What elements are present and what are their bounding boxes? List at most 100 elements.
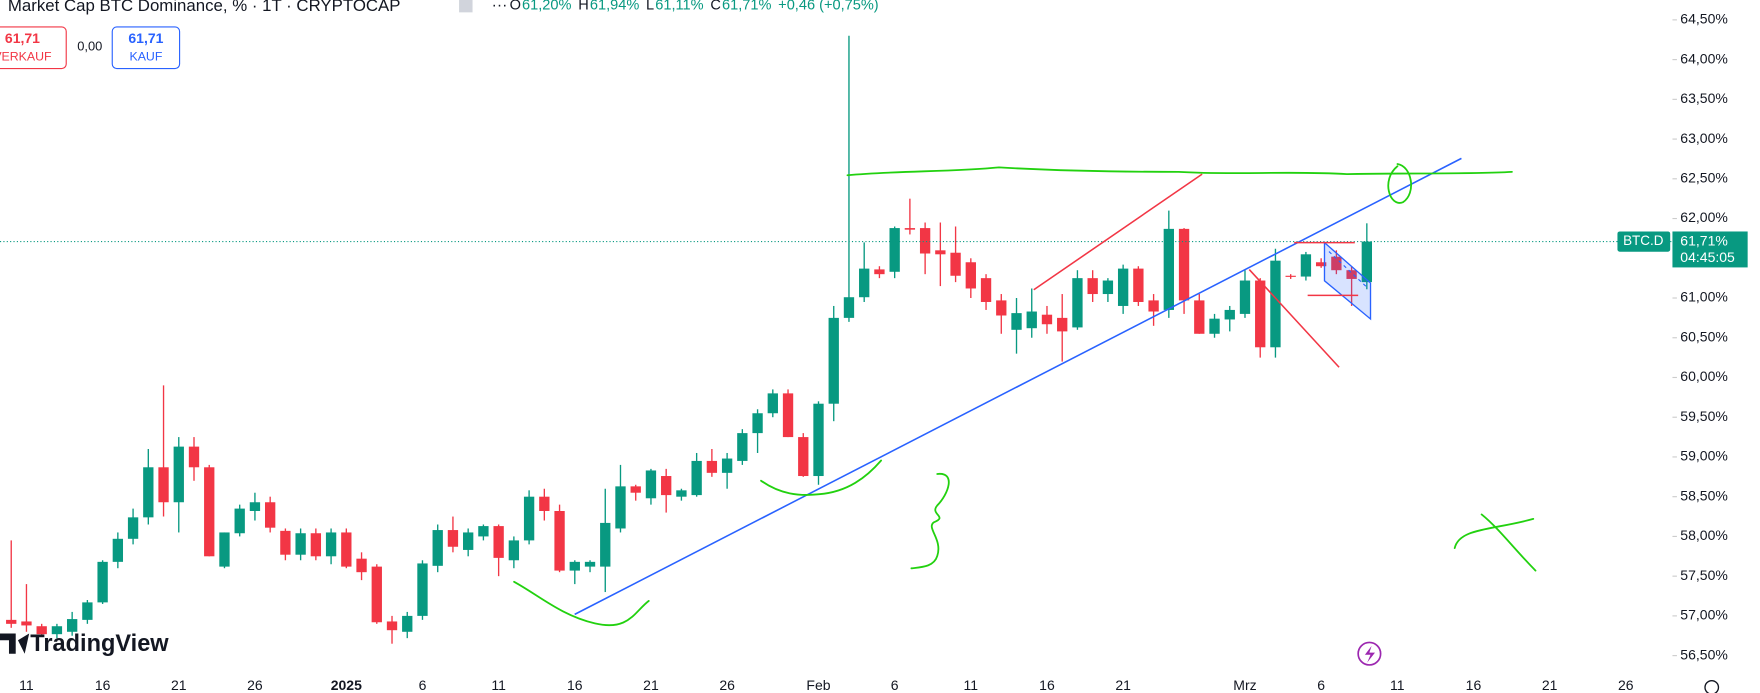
- candle-body: [828, 317, 839, 404]
- sell-label: VERKAUF: [0, 50, 52, 64]
- candle-body: [1315, 262, 1327, 267]
- y-tick-label: 64,00%: [1680, 50, 1728, 66]
- candle-body: [813, 403, 824, 477]
- ohlc-value: 61,11%: [655, 0, 703, 13]
- candle-body: [1300, 254, 1312, 277]
- candle-body: [874, 269, 885, 275]
- y-tick-label: 63,50%: [1680, 90, 1728, 106]
- candle-body: [356, 558, 367, 573]
- candle-body: [615, 486, 626, 529]
- candle-body: [1026, 311, 1037, 329]
- candle-body: [1102, 280, 1114, 295]
- candle-body: [51, 626, 63, 635]
- x-tick-label: 16: [1039, 677, 1055, 693]
- candle-body: [66, 619, 78, 632]
- x-tick-label: 16: [95, 677, 111, 693]
- candle-body: [1117, 268, 1129, 306]
- candle-body: [1255, 280, 1266, 348]
- candle-body: [1133, 268, 1144, 302]
- x-tick-label: 21: [1542, 677, 1558, 693]
- candle-body: [630, 486, 641, 493]
- candle-body: [371, 566, 382, 623]
- green-drawing: [846, 166, 1513, 177]
- event-icon[interactable]: [1357, 641, 1382, 666]
- red-line: [1033, 173, 1203, 291]
- candle-body: [1285, 275, 1296, 277]
- y-tick-label: 63,00%: [1680, 130, 1728, 146]
- candle-body: [6, 619, 17, 624]
- symbol-name: BTC.D: [1623, 233, 1664, 248]
- x-tick-label: 26: [247, 677, 263, 693]
- x-tick-label: 6: [1317, 677, 1325, 693]
- candle-body: [950, 252, 961, 276]
- candle-body: [676, 490, 687, 497]
- candle-body: [280, 530, 291, 555]
- candle-body: [859, 268, 870, 298]
- logo-text: TradingView: [30, 630, 169, 656]
- time-axis: [0, 673, 1760, 693]
- x-tick-label: 6: [419, 677, 427, 693]
- candle-body: [463, 532, 474, 550]
- trend-line: [574, 157, 1462, 616]
- x-tick-label: 11: [491, 677, 506, 693]
- candle-body: [1270, 260, 1281, 348]
- x-tick-label: 16: [1466, 677, 1482, 693]
- symbol-tag: [1617, 231, 1671, 252]
- candle-body: [691, 460, 702, 496]
- ohlc-header: O 61,20% H 61,94% L 61,11% C 61,71% +0,46 (+0,75…: [510, 0, 879, 13]
- drawings: [513, 157, 1537, 666]
- ohlc-value: 61,94%: [590, 0, 639, 13]
- y-axis: 56,50% 57,00% 57,50% 58,00% 58,50% 59,00% 59,5…: [1672, 11, 1728, 662]
- candle-body: [1194, 300, 1205, 334]
- ohlc-key: L: [646, 0, 654, 13]
- candle-body: [325, 532, 337, 557]
- sell-price: 61,71: [5, 30, 40, 46]
- buy-button[interactable]: [111, 26, 181, 70]
- flag-pattern: [1323, 241, 1372, 321]
- price-tag: [1672, 231, 1748, 268]
- y-tick-label: 58,00%: [1680, 527, 1728, 543]
- flag-icon[interactable]: [459, 0, 473, 13]
- y-tick-label: 57,50%: [1680, 567, 1728, 583]
- candle-body: [36, 626, 47, 635]
- candle-body: [1224, 309, 1235, 320]
- ohlc-key: O: [510, 0, 521, 13]
- y-tick-label: 60,50%: [1680, 328, 1728, 344]
- candle-body: [600, 522, 611, 567]
- candle-body: [249, 502, 261, 511]
- candle-body: [402, 615, 413, 632]
- settings-icon[interactable]: [1704, 679, 1720, 693]
- spread: 0,00: [77, 39, 102, 54]
- candle-body: [721, 458, 733, 473]
- logo-mark: [0, 633, 30, 654]
- candle-body: [295, 533, 306, 555]
- menu-dots[interactable]: ···: [492, 0, 508, 14]
- candle-body: [584, 561, 596, 567]
- green-drawing: [1387, 163, 1412, 204]
- green-drawing: [1453, 513, 1537, 572]
- x-axis: 11 16 21 26 2025 6 11 16 21 26 Feb 6 11 16 21 Mrz 6 11 16 2…: [19, 677, 1634, 693]
- x-tick-label: 6: [891, 677, 899, 693]
- candle-body: [493, 526, 504, 558]
- candle-body: [706, 460, 718, 473]
- y-tick-label: 62,00%: [1680, 209, 1728, 225]
- y-tick-label: 58,50%: [1680, 487, 1728, 503]
- green-drawing: [513, 580, 650, 626]
- candle-body: [143, 467, 154, 518]
- x-tick-label: 26: [719, 677, 735, 693]
- green-drawing: [760, 459, 883, 496]
- sell-button[interactable]: [0, 26, 67, 70]
- candle-body: [1057, 317, 1068, 332]
- candle-body: [158, 467, 169, 503]
- buy-price: 61,71: [128, 30, 163, 46]
- candle-body: [752, 413, 763, 434]
- ohlc-key: C: [710, 0, 721, 13]
- candle-body: [1346, 270, 1357, 279]
- x-tick-label: 21: [1115, 677, 1131, 693]
- candle-body: [1361, 241, 1373, 283]
- candle-body: [935, 250, 946, 255]
- plot-area: [0, 35, 1673, 644]
